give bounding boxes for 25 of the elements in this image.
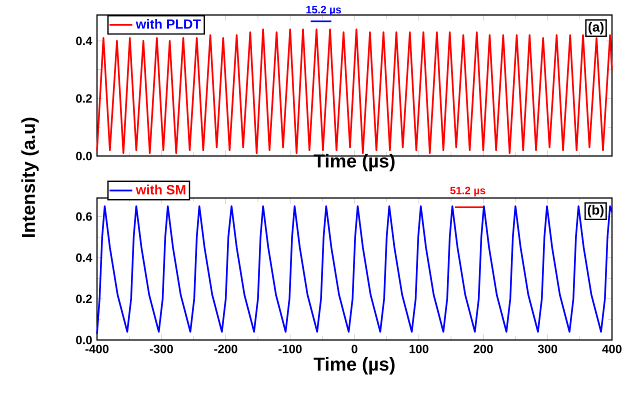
line-series — [96, 205, 613, 335]
x-tick-label: 400 — [602, 344, 622, 354]
y-axis-title: Intensity (a.u) — [21, 118, 39, 237]
y-tick-label: 0.4 — [76, 253, 92, 262]
x-tick-label: 200 — [474, 344, 493, 354]
y-tick-label: 0.2 — [76, 294, 92, 304]
y-tick-label: 0.6 — [76, 212, 92, 221]
annotation: 15.2 µs — [306, 6, 342, 16]
x-tick-label: -300 — [150, 344, 173, 354]
legend-label: with SM — [136, 184, 186, 194]
x-axis-title: Time (µs) — [314, 357, 395, 374]
x-tick-label: 100 — [410, 344, 428, 354]
y-tick-label: 0.2 — [76, 94, 92, 103]
y-tick-label: 0.0 — [76, 152, 92, 160]
annotation: (a) — [588, 22, 604, 34]
x-tick-label: -100 — [278, 344, 302, 354]
x-tick-label: -400 — [85, 344, 109, 354]
y-tick-label: 0.4 — [76, 36, 92, 46]
annotation: (b) — [588, 204, 604, 218]
x-tick-label: -200 — [214, 344, 238, 354]
x-tick-label: 0 — [352, 344, 358, 354]
legend-label: with PLDT — [136, 19, 201, 29]
text: 51.2 µs — [450, 186, 486, 196]
y-tick-label: 0.0 — [76, 336, 92, 344]
x-tick-label: 300 — [538, 344, 558, 354]
